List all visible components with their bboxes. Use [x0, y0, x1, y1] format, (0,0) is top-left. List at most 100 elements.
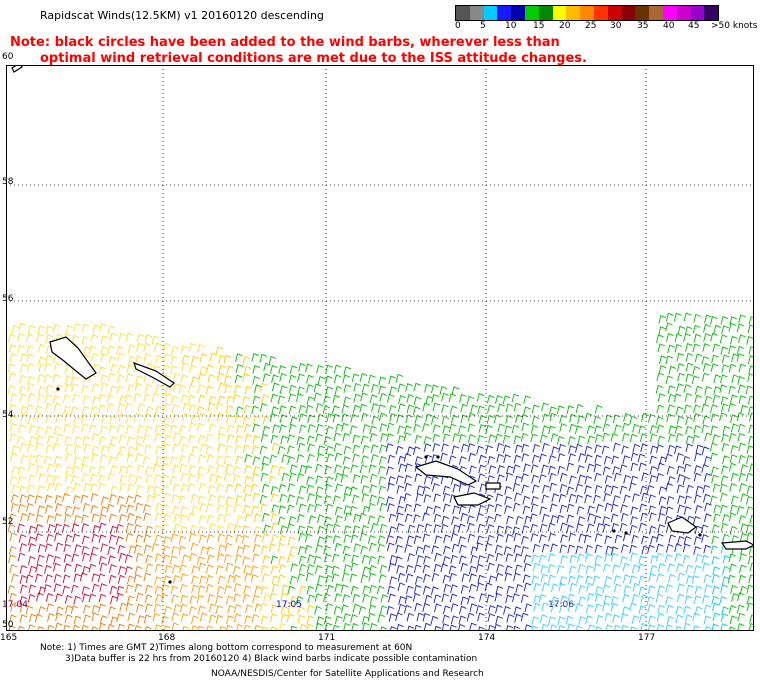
wind-barb [164, 564, 173, 574]
wind-barb [108, 564, 117, 573]
wind-barb [107, 472, 115, 482]
wind-barb [233, 593, 241, 603]
wind-barb [728, 363, 737, 373]
wind-barb [216, 412, 225, 422]
wind-barb [277, 445, 286, 455]
wind-barb [559, 423, 567, 432]
wind-barb [448, 565, 457, 575]
wind-barb [506, 515, 514, 525]
wind-barb [288, 515, 297, 525]
wind-barb [550, 514, 558, 524]
wind-barb [584, 494, 592, 504]
wind-barb [343, 553, 351, 563]
wind-barb [650, 555, 658, 564]
wind-barb [495, 615, 503, 625]
wind-barb [594, 544, 603, 554]
wind-barb [199, 502, 207, 512]
wind-barb [73, 323, 81, 332]
wind-barb [342, 493, 351, 502]
wind-barb [343, 564, 352, 573]
wind-barb [191, 445, 199, 455]
wind-barb [180, 472, 189, 482]
wind-barb [720, 315, 729, 325]
wind-barb [26, 484, 35, 493]
wind-barb [171, 494, 180, 503]
wind-barb [448, 455, 457, 464]
legend-swatch [524, 6, 539, 20]
wind-barb [35, 523, 43, 533]
wind-barb [72, 495, 81, 504]
wind-barb [288, 405, 297, 415]
wind-barb [98, 534, 107, 544]
wind-barb [434, 535, 442, 545]
wind-barb [558, 493, 567, 503]
wind-barb [270, 513, 279, 522]
wind-barb [170, 355, 179, 365]
wind-barb [412, 446, 421, 455]
wind-barb [682, 554, 691, 564]
wind-barb [710, 545, 719, 555]
wind-barb [746, 506, 754, 515]
wind-barb [10, 393, 18, 403]
wind-barb [53, 555, 61, 565]
wind-barb [127, 446, 136, 456]
wind-barb [306, 435, 315, 445]
wind-barb [144, 334, 153, 343]
wind-barb [361, 554, 370, 564]
wind-barb [441, 593, 450, 603]
wind-barb [565, 615, 574, 625]
wind-barb [388, 404, 397, 414]
wind-barb [322, 405, 331, 415]
wind-barb [683, 463, 692, 473]
wind-barb [241, 534, 250, 544]
wind-barb [674, 333, 683, 343]
wind-barb [126, 364, 135, 374]
wind-barb [667, 404, 675, 413]
wind-barb [236, 424, 244, 434]
wind-barb [531, 484, 540, 494]
wind-barb [711, 354, 719, 364]
wind-barb [656, 573, 664, 582]
wind-barb [278, 405, 287, 415]
wind-barb [610, 513, 619, 523]
wind-barb [673, 312, 682, 322]
wind-barb [539, 523, 548, 533]
wind-barb [36, 413, 45, 423]
wind-barb [189, 552, 197, 562]
wind-barb [334, 464, 342, 474]
wind-barb [468, 583, 477, 593]
wind-barb [685, 373, 694, 383]
wind-barb [459, 544, 467, 554]
wind-barb [530, 464, 539, 473]
wind-barb [143, 534, 151, 544]
wind-barb [603, 492, 611, 502]
wind-barb [298, 362, 306, 372]
wind-barb [586, 523, 595, 533]
wind-barb [155, 405, 163, 415]
wind-barb [604, 502, 613, 512]
wind-barb [700, 524, 709, 534]
wind-barb [620, 544, 629, 553]
wind-barb [325, 523, 334, 533]
wind-barb [433, 505, 441, 515]
wind-barb [43, 455, 52, 465]
wind-barb [441, 443, 449, 452]
wind-barb [313, 383, 322, 393]
wind-barb [91, 573, 99, 582]
wind-barb [388, 375, 396, 385]
wind-barb [610, 552, 619, 562]
wind-barb [658, 486, 667, 495]
wind-barb [19, 614, 28, 624]
credit-line: NOAA/NESDIS/Center for Satellite Applica… [211, 669, 484, 679]
wind-barb [334, 506, 343, 516]
wind-barb [325, 445, 334, 455]
wind-barb [710, 315, 718, 325]
wind-barb [647, 585, 656, 595]
wind-barb [711, 466, 719, 476]
wind-barb [522, 574, 531, 584]
wind-barb [126, 512, 135, 522]
wind-barb [244, 385, 253, 395]
wind-barb [667, 393, 676, 403]
wind-barb [596, 614, 604, 624]
wind-barb [81, 323, 90, 333]
